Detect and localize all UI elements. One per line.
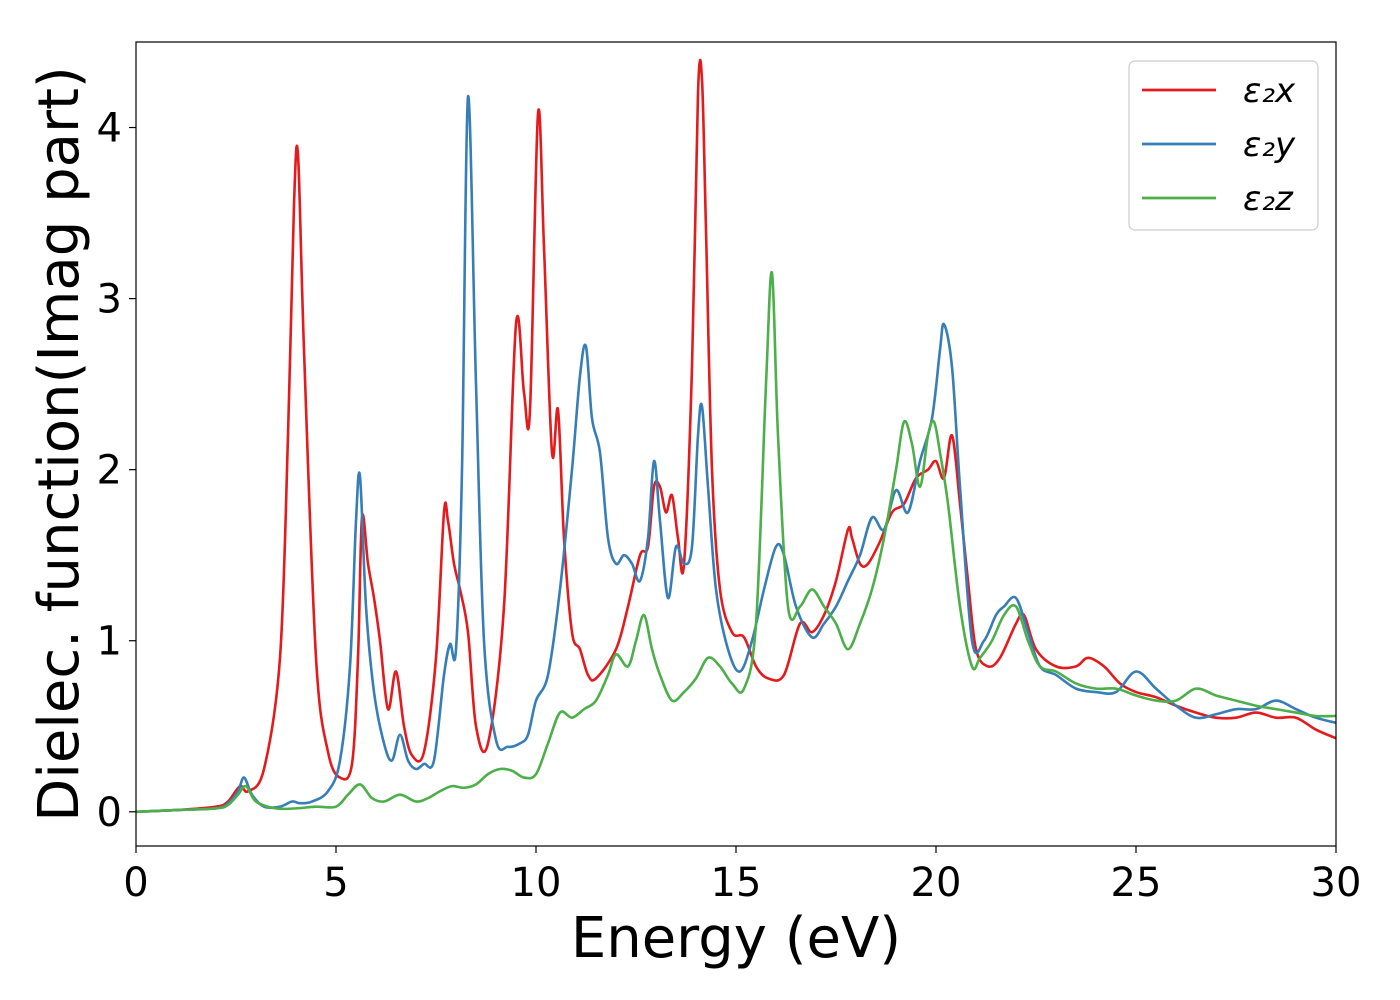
x-axis-label: Energy (eV) xyxy=(571,906,901,971)
x-tick-label: 15 xyxy=(711,860,762,906)
series-lines xyxy=(136,58,1336,814)
legend-box xyxy=(1128,60,1319,231)
x-tick-label: 10 xyxy=(511,860,562,906)
x-tick-label: 20 xyxy=(911,860,962,906)
x-tick-label: 0 xyxy=(123,860,148,906)
x-tick-label: 5 xyxy=(323,860,348,906)
legend-label-3: ε₂z xyxy=(1243,179,1294,219)
legend-label-2: ε₂y xyxy=(1243,125,1296,165)
y-tick-label: 2 xyxy=(97,448,122,494)
y-axis-label: Dielec. function(Imag part) xyxy=(27,66,92,822)
series-line-2 xyxy=(136,95,1336,814)
x-tick-label: 30 xyxy=(1311,860,1362,906)
x-tick-label: 25 xyxy=(1111,860,1162,906)
y-tick-label: 1 xyxy=(97,619,122,665)
y-tick-label: 0 xyxy=(97,790,122,836)
x-axis-ticks: 0 5 10 15 20 25 30 xyxy=(123,846,1361,906)
y-tick-label: 3 xyxy=(97,277,122,323)
y-tick-label: 4 xyxy=(97,106,122,152)
legend: ε₂x ε₂y ε₂z xyxy=(1128,60,1319,231)
series-line-3 xyxy=(136,270,1336,814)
y-axis-ticks: 0 1 2 3 4 xyxy=(97,106,136,836)
legend-label-1: ε₂x xyxy=(1243,71,1296,111)
